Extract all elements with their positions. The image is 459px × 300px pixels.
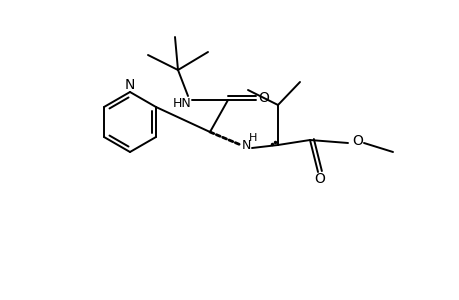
Text: N: N [124,78,135,92]
Text: N: N [241,139,250,152]
Text: O: O [258,91,269,105]
Text: HN: HN [172,97,191,110]
Text: O: O [314,172,325,186]
Text: O: O [352,134,363,148]
Text: H: H [248,133,257,143]
